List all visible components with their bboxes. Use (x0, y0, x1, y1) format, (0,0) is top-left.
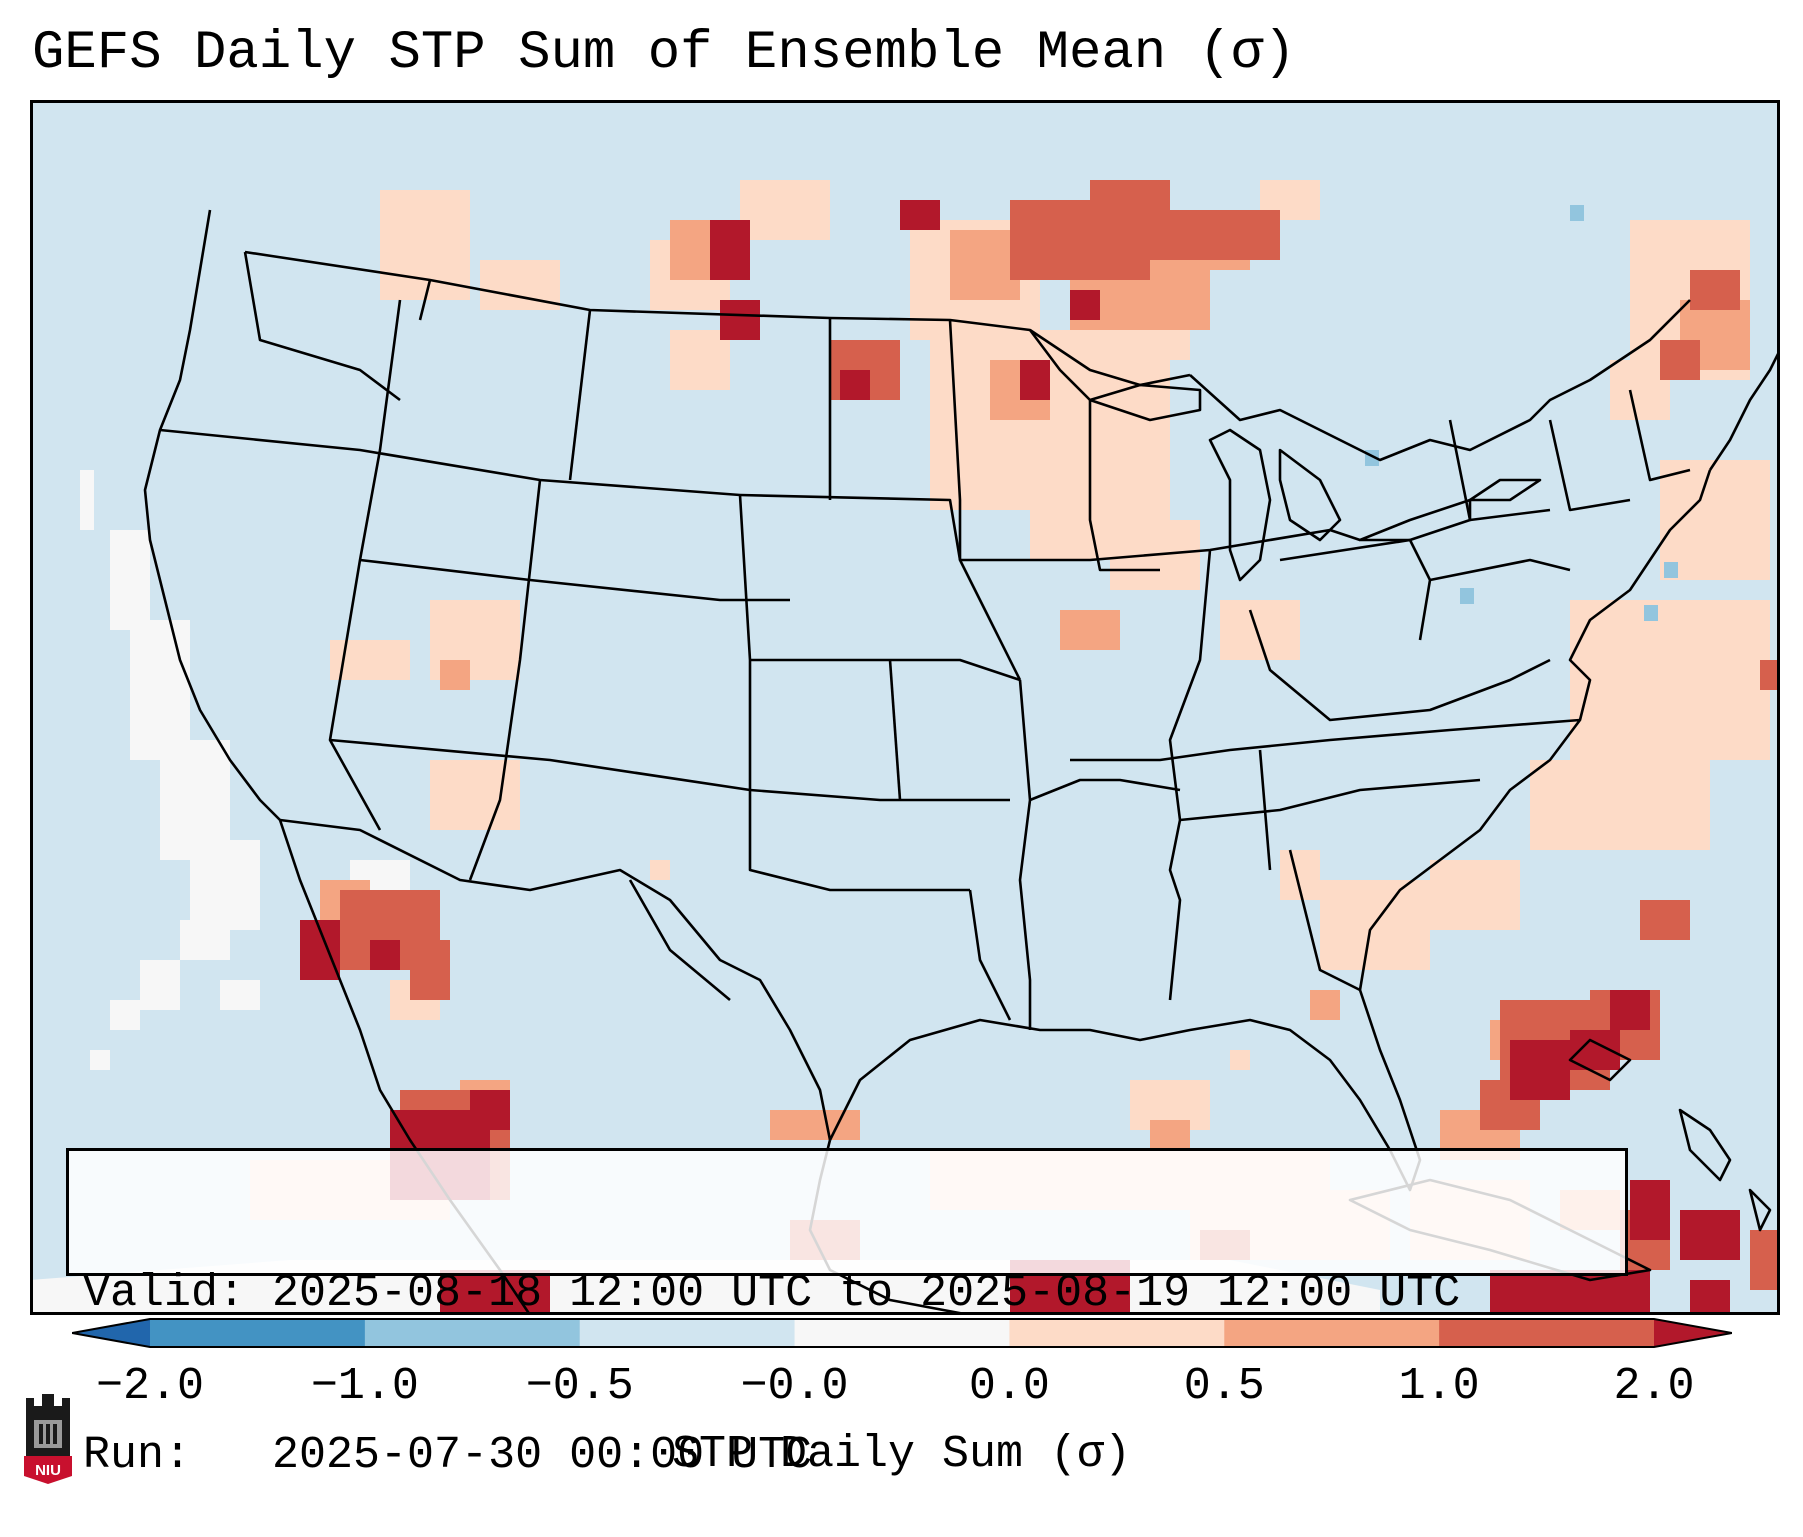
political-boundaries (143, 209, 1780, 1315)
colorbar-outline (72, 1318, 1732, 1348)
colorbar-tick-label: −0.0 (740, 1361, 849, 1412)
colorbar-tick-label: 2.0 (1613, 1361, 1695, 1412)
colorbar-bin (150, 1319, 366, 1347)
colorbar-label: STP Daily Sum (σ) (671, 1429, 1132, 1480)
colorbar-bin (1439, 1319, 1655, 1347)
colorbar-over-arrow (1654, 1319, 1732, 1347)
colorbar-tick-label: −0.5 (525, 1361, 634, 1412)
colorbar-under-arrow (72, 1319, 150, 1347)
niu-logo (24, 1394, 72, 1484)
valid-run-info-box: Valid: 2025-08-18 12:00 UTC to 2025-08-1… (66, 1148, 1628, 1481)
colorbar-bin (579, 1319, 796, 1347)
chart-title: GEFS Daily STP Sum of Ensemble Mean (σ) (32, 23, 1296, 84)
map-panel (30, 100, 1780, 1315)
colorbar-tick-label: 1.0 (1398, 1361, 1480, 1412)
colorbar-tick-label: 0.0 (968, 1361, 1050, 1412)
run-time-text: Run: 2025-07-30 00:00 UTC (83, 1430, 813, 1481)
colorbar-bin (364, 1319, 581, 1347)
colorbar (72, 1318, 1732, 1348)
colorbar-bin (794, 1319, 1010, 1347)
colorbar-bin (1009, 1319, 1225, 1347)
colorbar-tick-label: −2.0 (95, 1361, 205, 1412)
colorbar-tick-label: −1.0 (310, 1361, 419, 1412)
niu-logo-text: NIU (35, 1462, 61, 1479)
map-border (30, 100, 1780, 1315)
valid-time-text: Valid: 2025-08-18 12:00 UTC to 2025-08-1… (83, 1268, 1461, 1319)
colorbar-tick-label: 0.5 (1183, 1361, 1265, 1412)
colorbar-bin (1224, 1319, 1440, 1347)
